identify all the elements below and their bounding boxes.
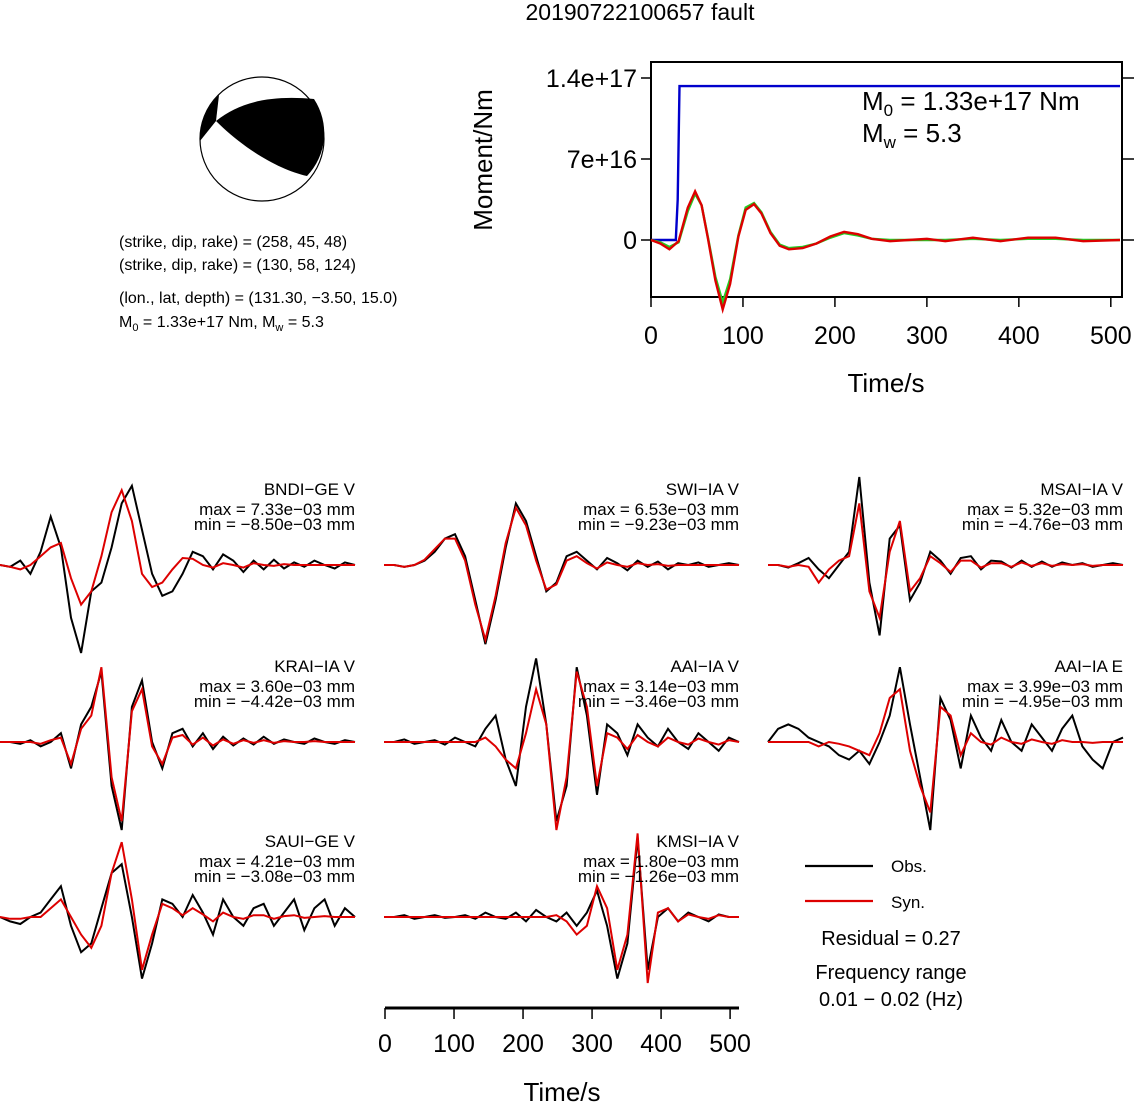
trace-max-label: max = 6.53e−03 mm (583, 500, 739, 519)
synthetic-trace (384, 671, 740, 831)
trace-max-label: max = 7.33e−03 mm (199, 500, 355, 519)
moment-series-0 (651, 84, 1120, 242)
trace-min-label: min = −4.42e−03 mm (194, 692, 355, 711)
station-name: SWI−IA V (666, 480, 740, 499)
legend-syn-label: Syn. (891, 893, 925, 912)
moment-y-tick-label: 7e+16 (567, 146, 637, 174)
moment-m0-annotation: M0 = 1.33e+17 Nm (862, 86, 1080, 120)
trace-max-label: max = 3.60e−03 mm (199, 677, 355, 696)
waveform-x-tick-label: 300 (571, 1030, 613, 1058)
station-name: AAI−IA V (670, 657, 739, 676)
waveform-x-tick-label: 0 (378, 1030, 392, 1058)
moment-x-tick-label: 400 (998, 322, 1040, 350)
moment-x-tick-label: 100 (722, 322, 764, 350)
moment-x-tick-label: 300 (906, 322, 948, 350)
moment-x-tick-label: 200 (814, 322, 856, 350)
trace-max-label: max = 3.99e−03 mm (967, 677, 1123, 696)
mechanism-plane-2: (strike, dip, rake) = (130, 58, 124) (119, 257, 356, 274)
trace-min-label: min = −8.50e−03 mm (194, 515, 355, 534)
synthetic-trace (0, 666, 355, 822)
focal-mechanism-beachball (199, 76, 325, 202)
trace-min-label: min = −3.46e−03 mm (578, 692, 739, 711)
waveform-legend: Obs. Syn. (805, 857, 927, 912)
synthetic-trace (768, 503, 1123, 622)
station-name: BNDI−GE V (264, 480, 356, 499)
waveform-x-tick-label: 100 (433, 1030, 475, 1058)
mechanism-moment: M0 = 1.33e+17 Nm, Mw = 5.3 (119, 314, 324, 334)
trace-max-label: max = 5.32e−03 mm (967, 500, 1123, 519)
station-name: SAUI−GE V (265, 832, 356, 851)
station-name: MSAI−IA V (1040, 480, 1123, 499)
moment-x-tick-label: 500 (1090, 322, 1132, 350)
moment-series-1 (650, 190, 1120, 307)
frequency-range-value: 0.01 − 0.02 (Hz) (819, 989, 963, 1011)
trace-min-label: min = −1.26e−03 mm (578, 867, 739, 886)
waveform-time-axis: 0 100 200 300 400 500 Time/s (378, 1006, 751, 1104)
observed-trace (0, 862, 356, 979)
moment-mw-annotation: Mw = 5.3 (862, 118, 962, 152)
trace-min-label: min = −4.95e−03 mm (962, 692, 1123, 711)
synthetic-trace (0, 487, 355, 607)
moment-y-tick-label: 1.4e+17 (546, 65, 637, 93)
mechanism-plane-1: (strike, dip, rake) = (258, 45, 48) (119, 234, 347, 251)
station-name: AAI−IA E (1054, 657, 1123, 676)
waveform-x-tick-label: 200 (502, 1030, 544, 1058)
synthetic-trace (0, 841, 355, 971)
moment-rate-plot: 0 7e+16 1.4e+17 0 100 200 300 400 500 Moment/Nm… (468, 61, 1134, 398)
trace-min-label: min = −3.08e−03 mm (194, 867, 355, 886)
trace-max-label: max = 4.21e−03 mm (199, 852, 355, 871)
beachball-compressional-quadrant (199, 95, 219, 141)
synthetic-trace (768, 687, 1123, 813)
synthetic-trace (384, 505, 739, 644)
trace-max-label: max = 1.80e−03 mm (583, 852, 739, 871)
trace-min-label: min = −9.23e−03 mm (578, 515, 739, 534)
moment-y-tick-label: 0 (623, 227, 637, 255)
waveform-x-tick-label: 400 (640, 1030, 682, 1058)
mechanism-location: (lon., lat, depth) = (131.30, −3.50, 15.… (119, 290, 397, 307)
moment-y-axis-label: Moment/Nm (468, 89, 498, 231)
station-name: KMSI−IA V (656, 832, 739, 851)
frequency-range-label: Frequency range (815, 962, 966, 984)
beachball-compressional-quadrant (216, 97, 325, 176)
moment-plot-frame (650, 61, 1123, 298)
moment-x-tick-label: 0 (644, 322, 658, 350)
waveform-x-axis-label: Time/s (523, 1077, 600, 1104)
moment-series-2 (650, 188, 1121, 314)
waveform-x-tick-label: 500 (709, 1030, 751, 1058)
station-name: KRAI−IA V (274, 657, 355, 676)
trace-min-label: min = −4.76e−03 mm (962, 515, 1123, 534)
observed-trace (0, 483, 356, 654)
figure-title: 20190722100657 fault (526, 0, 756, 25)
legend-obs-label: Obs. (891, 857, 927, 876)
residual-label: Residual = 0.27 (821, 928, 961, 950)
trace-max-label: max = 3.14e−03 mm (583, 677, 739, 696)
observed-trace (767, 666, 1124, 831)
synthetic-trace (384, 833, 739, 984)
moment-x-axis-label: Time/s (847, 368, 924, 398)
